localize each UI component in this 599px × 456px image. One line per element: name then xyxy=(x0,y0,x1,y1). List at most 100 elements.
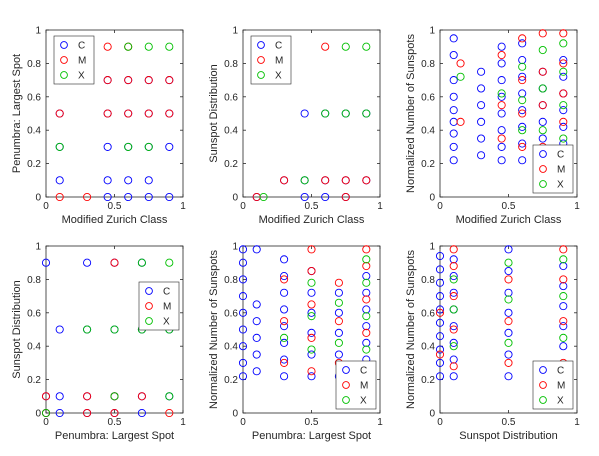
data-point-C xyxy=(103,142,112,151)
data-point-X xyxy=(110,325,119,334)
series-X xyxy=(280,255,371,354)
data-point-C xyxy=(449,142,458,151)
data-point-X xyxy=(144,142,153,151)
data-point-C xyxy=(449,92,458,101)
data-point-C xyxy=(165,192,174,202)
data-point-C xyxy=(559,302,568,311)
x-tick-label: 1 xyxy=(574,201,580,212)
data-point-M xyxy=(341,176,350,185)
x-tick-label: 0 xyxy=(240,417,246,428)
data-point-C xyxy=(55,392,64,401)
data-point-M xyxy=(449,261,458,271)
y-tick-label: 0.2 xyxy=(27,159,41,170)
y-tick-label: 0.8 xyxy=(27,59,41,70)
data-point-M xyxy=(518,76,527,85)
legend: CMX xyxy=(532,360,574,410)
data-point-C xyxy=(280,255,289,264)
data-point-M xyxy=(124,109,133,118)
y-tick-label: 0.4 xyxy=(224,342,238,353)
data-point-M xyxy=(307,245,316,254)
series-X xyxy=(456,39,568,143)
data-point-M xyxy=(362,295,371,304)
y-tick-label: 0.4 xyxy=(421,342,435,353)
y-tick-label: 0.2 xyxy=(421,375,435,386)
data-point-C xyxy=(518,39,527,48)
data-point-C xyxy=(252,317,261,326)
x-tick-label: 0 xyxy=(437,201,443,212)
x-tick-label: 1 xyxy=(180,201,186,212)
y-tick-label: 0.6 xyxy=(421,308,435,319)
data-point-C xyxy=(518,89,527,98)
legend-marker-M xyxy=(257,56,265,64)
data-point-C xyxy=(280,272,289,281)
x-axis-label: Modified Zurich Class xyxy=(62,214,168,226)
x-tick-label: 0.5 xyxy=(305,417,319,428)
x-tick-label: 1 xyxy=(574,417,580,428)
legend-label-M: M xyxy=(275,56,283,67)
data-point-M xyxy=(334,278,343,287)
data-point-M xyxy=(307,367,316,376)
data-point-C xyxy=(449,51,458,60)
data-point-C xyxy=(449,272,458,281)
data-point-C xyxy=(307,288,316,297)
data-point-C xyxy=(477,67,486,76)
y-tick-label: 0 xyxy=(232,409,238,420)
data-point-C xyxy=(103,176,112,185)
legend-marker-C xyxy=(60,41,68,49)
x-tick-label: 0 xyxy=(43,417,49,428)
data-point-M xyxy=(559,275,568,284)
data-point-M xyxy=(559,29,568,38)
data-point-X xyxy=(307,278,316,287)
data-point-M xyxy=(456,117,465,126)
data-point-C xyxy=(497,92,506,101)
legend-marker-C xyxy=(145,287,153,295)
data-point-C xyxy=(124,192,133,202)
data-point-M xyxy=(497,51,506,60)
data-point-X xyxy=(559,134,568,143)
data-point-C xyxy=(449,34,458,43)
y-axis-label: Normalized Number of Sunspots xyxy=(405,34,417,193)
y-axis-label: Normalized Number of Sunspots xyxy=(208,250,220,409)
data-point-C xyxy=(238,245,248,254)
y-axis-label: Sunspot Distribution xyxy=(11,280,23,378)
y-tick-label: 0.6 xyxy=(224,92,238,103)
legend: CMX xyxy=(138,281,180,331)
data-point-C xyxy=(477,117,486,126)
data-point-C xyxy=(504,288,513,297)
y-tick-label: 0 xyxy=(429,193,435,204)
x-tick-label: 0 xyxy=(43,201,49,212)
data-point-C xyxy=(238,275,248,284)
y-tick-label: 0 xyxy=(429,409,435,420)
series-M xyxy=(456,29,568,155)
data-point-C xyxy=(449,255,458,264)
data-point-C xyxy=(103,192,112,202)
series-X xyxy=(41,258,174,418)
data-point-C xyxy=(238,325,248,334)
x-tick-label: 1 xyxy=(377,417,383,428)
data-point-C xyxy=(307,308,316,317)
data-point-X xyxy=(559,101,568,110)
data-point-M xyxy=(362,176,371,185)
data-point-C xyxy=(538,134,547,143)
data-point-X xyxy=(538,84,547,93)
legend-label-M: M xyxy=(163,302,171,313)
data-point-C xyxy=(280,288,289,297)
data-point-C xyxy=(307,328,316,337)
data-point-C xyxy=(518,56,527,65)
data-point-X xyxy=(362,345,371,354)
data-point-C xyxy=(280,355,289,364)
data-point-X xyxy=(518,96,527,105)
data-point-C xyxy=(300,192,309,202)
series-C xyxy=(435,245,568,381)
data-point-M xyxy=(103,42,112,51)
data-point-C xyxy=(252,300,261,309)
data-point-C xyxy=(238,342,248,351)
legend: CMX xyxy=(532,144,574,194)
legend-marker-M xyxy=(539,165,547,173)
data-point-M xyxy=(504,317,513,326)
data-point-M xyxy=(435,350,445,359)
data-point-C xyxy=(307,350,316,359)
y-tick-label: 1 xyxy=(429,26,435,37)
data-point-C xyxy=(518,72,527,81)
